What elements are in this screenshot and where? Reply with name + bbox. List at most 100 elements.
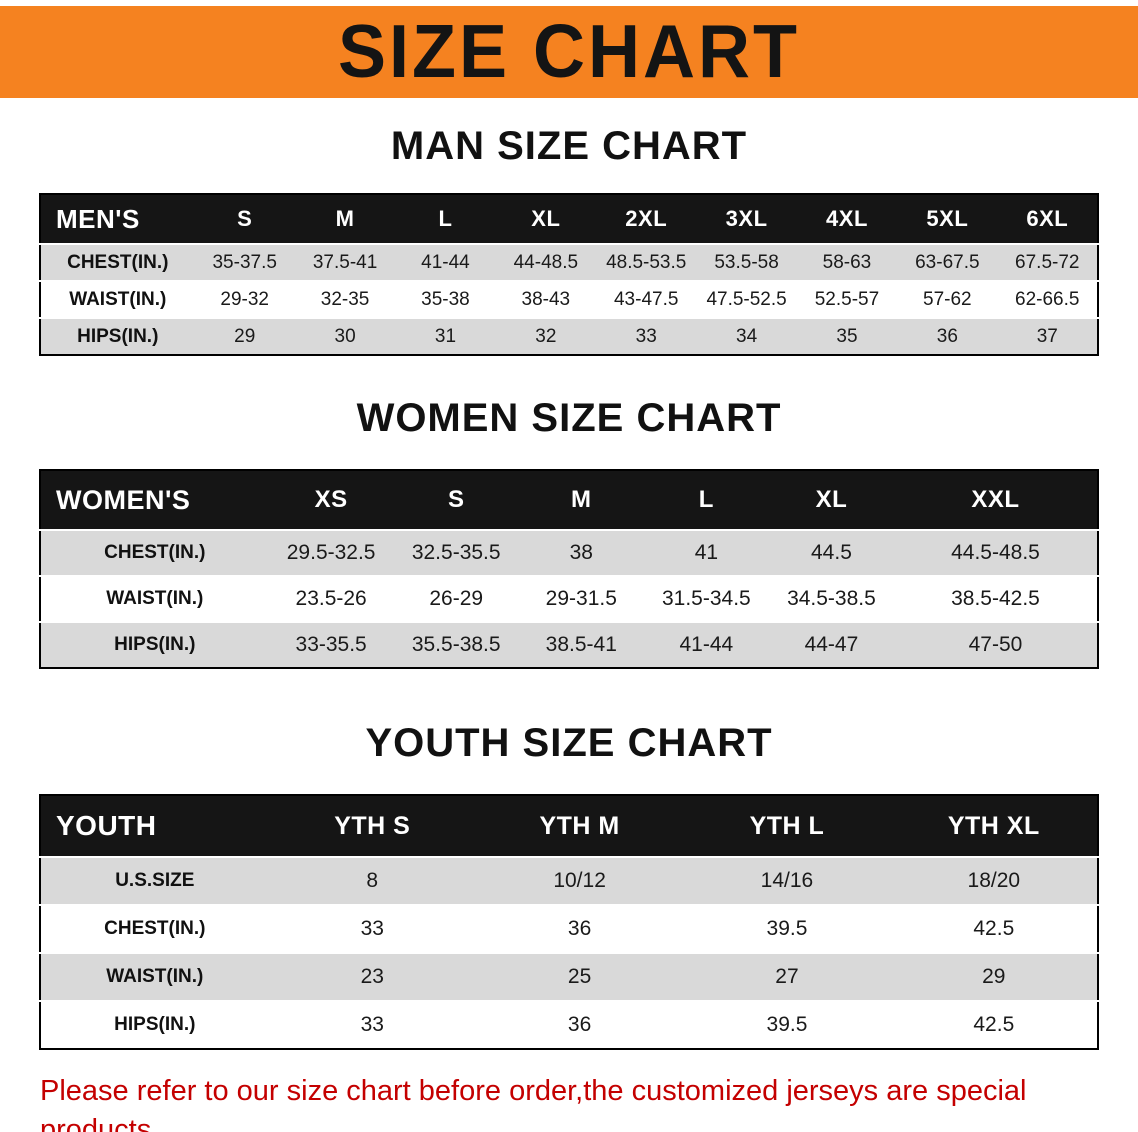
size-value: 38 [569, 541, 593, 564]
size-value: 39.5 [766, 1013, 808, 1036]
size-value: 31.5-34.5 [661, 587, 751, 610]
table-row: CHEST(IN.) 33 36 39.5 42.5 [40, 905, 1098, 953]
table-header-row: WOMEN'S XS S M L XL XXL [40, 470, 1098, 530]
size-value: 41-44 [679, 633, 734, 656]
size-column-header: YTH S [268, 795, 476, 857]
size-value: 34 [736, 325, 758, 347]
size-value: 36 [567, 917, 592, 940]
size-value: 37 [1036, 325, 1058, 347]
size-value: 8 [366, 869, 379, 892]
men-section-heading: MAN SIZE CHART [390, 124, 748, 168]
table-category-header: WOMEN'S [40, 470, 269, 530]
size-value: 44-47 [804, 633, 859, 656]
banner: SIZE CHART [0, 6, 1138, 98]
size-value: 38-43 [521, 288, 571, 310]
row-label: CHEST(IN.) [104, 918, 206, 939]
row-label: CHEST(IN.) [104, 542, 206, 563]
size-column-header: YTH M [475, 795, 684, 857]
size-value: 52.5-57 [814, 288, 880, 310]
women-size-table: WOMEN'S XS S M L XL XXL CHEST(IN.) 29.5-32.5 32.5… [39, 469, 1099, 669]
size-value: 39.5 [766, 917, 808, 940]
size-column-header: YTH XL [890, 795, 1098, 857]
size-value: 23 [360, 965, 384, 988]
size-value: 34.5-38.5 [787, 587, 876, 610]
size-value: 43-47.5 [613, 288, 679, 310]
size-value: 31 [434, 325, 457, 347]
size-value: 42.5 [973, 917, 1015, 940]
youth-section-heading: YOUTH SIZE CHART [365, 721, 773, 765]
row-label: U.S.SIZE [115, 870, 195, 891]
size-value: 62-66.5 [1015, 288, 1080, 310]
size-value: 37.5-41 [312, 251, 378, 273]
row-label: HIPS(IN.) [114, 1014, 196, 1035]
youth-size-table: YOUTH YTH S YTH M YTH L YTH XL U.S.SIZE 8 10/12… [39, 794, 1099, 1050]
size-value: 35-37.5 [212, 251, 277, 273]
table-row: CHEST(IN.) 35-37.5 37.5-41 41-44 44-48.5 48.5… [40, 244, 1098, 281]
table-category-header: MEN'S [40, 194, 195, 244]
size-column-header: 4XL [796, 194, 898, 244]
men-size-section: MAN SIZE CHART MEN'S S M L XL 2XL 3XL 4XL 5XL 6XL… [0, 98, 1138, 356]
size-value: 67.5-72 [1015, 251, 1080, 273]
size-value: 36 [936, 325, 958, 347]
size-value: 29-31.5 [545, 587, 617, 610]
size-value: 27 [775, 965, 799, 988]
table-category-header: YOUTH [40, 795, 269, 857]
size-value: 58-63 [822, 251, 872, 273]
size-value: 23.5-26 [295, 587, 367, 610]
row-label: CHEST(IN.) [67, 251, 169, 273]
youth-size-section: YOUTH SIZE CHART YOUTH YTH S YTH M YTH L YTH… [0, 669, 1138, 1050]
table-header-row: MEN'S S M L XL 2XL 3XL 4XL 5XL 6XL [40, 194, 1098, 244]
size-column-header: S [393, 470, 519, 530]
table-row: HIPS(IN.) 33-35.5 35.5-38.5 38.5-41 41-44 44-… [40, 622, 1098, 668]
size-value: 30 [334, 325, 356, 347]
row-label: HIPS(IN.) [77, 325, 159, 347]
table-row: WAIST(IN.) 23 25 27 29 [40, 953, 1098, 1001]
row-label: WAIST(IN.) [69, 288, 167, 310]
size-value: 42.5 [973, 1013, 1015, 1036]
row-label: WAIST(IN.) [106, 588, 204, 609]
size-value: 29 [982, 965, 1006, 988]
size-column-header: M [294, 194, 396, 244]
women-section-heading: WOMEN SIZE CHART [356, 396, 782, 440]
size-value: 32.5-35.5 [411, 541, 501, 564]
size-value: 41-44 [421, 251, 470, 273]
size-column-header: 3XL [696, 194, 797, 244]
table-row: U.S.SIZE 8 10/12 14/16 18/20 [40, 857, 1098, 905]
size-column-header: XL [768, 470, 894, 530]
size-value: 35.5-38.5 [411, 633, 501, 656]
women-size-section: WOMEN SIZE CHART WOMEN'S XS S M L XL XXL CHEST(… [0, 356, 1138, 669]
size-value: 33 [360, 1013, 384, 1036]
size-value: 29-32 [220, 288, 270, 310]
size-value: 25 [567, 965, 592, 988]
size-value: 44.5 [811, 541, 852, 564]
size-value: 35 [836, 325, 858, 347]
size-value: 33 [360, 917, 384, 940]
size-value: 63-67.5 [915, 251, 980, 273]
size-column-header: L [395, 194, 496, 244]
size-column-header: M [518, 470, 644, 530]
size-value: 10/12 [553, 869, 606, 892]
content: MAN SIZE CHART MEN'S S M L XL 2XL 3XL 4XL 5XL 6XL… [0, 98, 1138, 1050]
size-column-header: 6XL [997, 194, 1098, 244]
size-value: 29 [234, 325, 256, 347]
size-value: 33 [635, 325, 657, 347]
page-title: SIZE CHART [338, 10, 800, 95]
size-value: 47.5-52.5 [706, 288, 787, 310]
row-label: HIPS(IN.) [114, 634, 196, 655]
size-value: 29.5-32.5 [286, 541, 376, 564]
size-column-header: 2XL [596, 194, 697, 244]
row-label: WAIST(IN.) [106, 966, 204, 987]
size-value: 47-50 [968, 633, 1023, 656]
table-row: HIPS(IN.) 33 36 39.5 42.5 [40, 1001, 1098, 1049]
size-value: 44-48.5 [513, 251, 579, 273]
size-value: 26-29 [429, 587, 484, 610]
size-value: 41 [694, 541, 719, 564]
size-column-header: XXL [893, 470, 1098, 530]
size-value: 38.5-41 [545, 633, 617, 656]
size-column-header: 5XL [897, 194, 998, 244]
size-value: 32 [535, 325, 557, 347]
size-value: 33-35.5 [295, 633, 367, 656]
table-row: HIPS(IN.) 29 30 31 32 33 34 35 36 37 [40, 318, 1098, 355]
table-row: WAIST(IN.) 29-32 32-35 35-38 38-43 43-47.5 47.… [40, 281, 1098, 318]
